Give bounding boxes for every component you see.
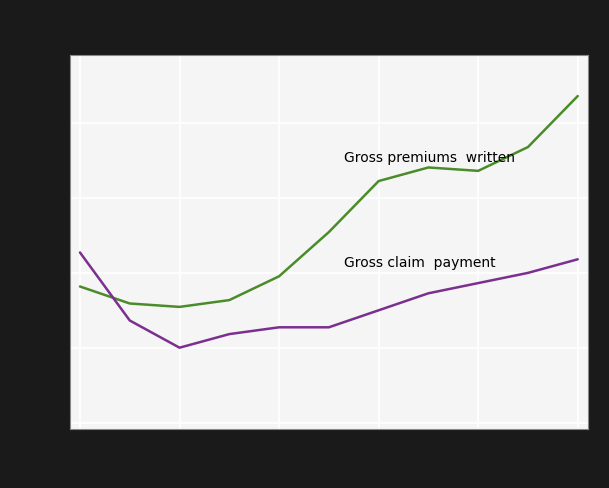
Text: Gross claim  payment: Gross claim payment [344, 256, 495, 269]
Text: Gross premiums  written: Gross premiums written [344, 150, 515, 164]
